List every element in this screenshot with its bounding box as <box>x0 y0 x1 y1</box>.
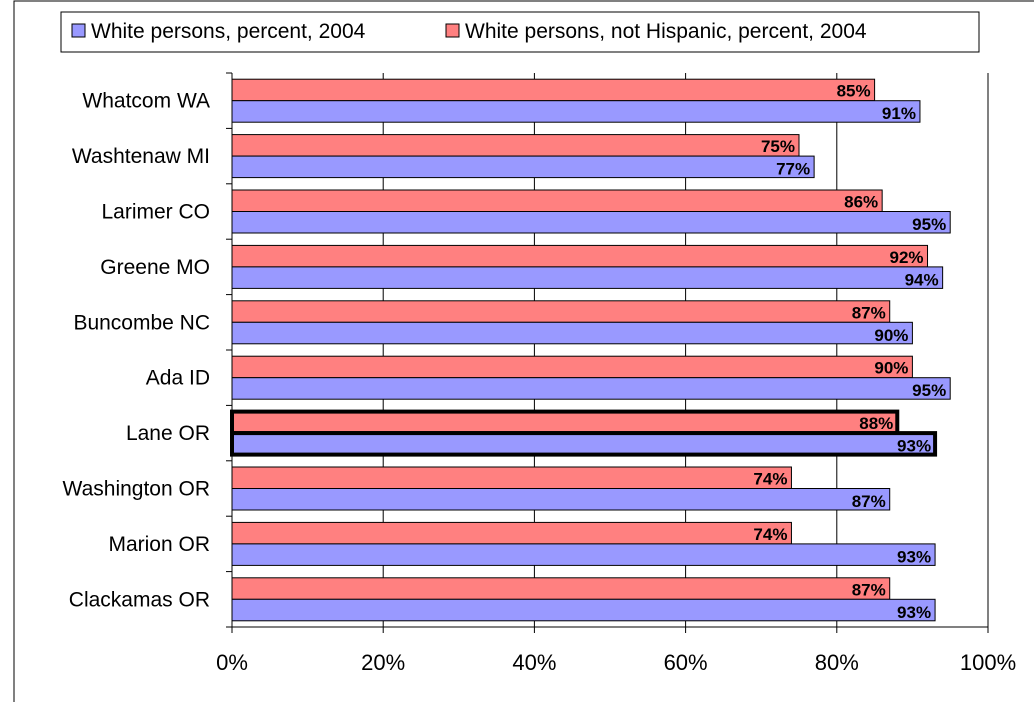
bar-not-hispanic <box>231 78 876 102</box>
category-label: Clackamas OR <box>69 588 210 611</box>
category-label: Larimer CO <box>101 201 210 224</box>
x-tick-label: 20% <box>361 650 405 675</box>
bar-white-persons <box>231 543 936 566</box>
category-label: Greene MO <box>100 256 210 279</box>
data-label-white-persons: 95% <box>912 381 946 400</box>
category-label: Washtenaw MI <box>72 145 210 168</box>
bar-white-persons <box>231 488 891 511</box>
data-label-white-persons: 77% <box>776 160 810 179</box>
bar-white-persons <box>231 377 951 400</box>
x-tick-label: 0% <box>216 650 248 675</box>
data-label-white-persons: 87% <box>852 492 886 511</box>
x-tick-label: 40% <box>512 650 556 675</box>
bar-not-hispanic <box>230 409 900 436</box>
bar-white-persons <box>231 321 913 345</box>
bar-white-persons <box>231 211 951 234</box>
legend-swatch-not-hispanic <box>445 23 460 38</box>
x-tick-label: 60% <box>664 650 708 675</box>
data-label-not-hispanic: 86% <box>844 193 878 212</box>
x-tick-label: 80% <box>815 650 859 675</box>
data-label-not-hispanic: 90% <box>874 359 908 378</box>
bar-white-persons <box>231 266 944 289</box>
bar-white-persons <box>231 155 815 179</box>
data-label-white-persons: 93% <box>897 603 931 622</box>
bar-not-hispanic <box>231 300 891 323</box>
bar-not-hispanic <box>231 577 891 600</box>
data-labels: 85%91%75%77%86%95%92%94%87%90%90%95%88%9… <box>753 82 946 622</box>
axes: 0% 20% 40% 60% 80% 100% Whatcom WA Washtenaw MI… <box>63 72 1016 675</box>
category-label: Washington OR <box>63 478 210 501</box>
data-label-not-hispanic: 87% <box>852 580 886 599</box>
x-tick-label: 100% <box>960 650 1016 675</box>
bar-not-hispanic <box>231 521 792 545</box>
data-label-not-hispanic: 85% <box>837 82 871 101</box>
bar-not-hispanic <box>231 466 792 489</box>
legend-swatch-white-persons <box>71 23 86 38</box>
bar-white-persons <box>230 431 938 457</box>
bar-not-hispanic <box>231 355 913 379</box>
legend-box <box>60 11 980 53</box>
category-label: Whatcom WA <box>82 90 210 113</box>
bar-not-hispanic <box>231 189 883 212</box>
data-label-not-hispanic: 74% <box>753 525 787 544</box>
data-label-white-persons: 90% <box>874 326 908 345</box>
bar-not-hispanic <box>231 134 800 157</box>
data-label-white-persons: 93% <box>897 547 931 566</box>
data-label-not-hispanic: 74% <box>753 470 787 489</box>
data-label-white-persons: 95% <box>912 215 946 234</box>
category-label: Marion OR <box>108 533 210 556</box>
bar-white-persons <box>231 100 921 123</box>
legend: White persons, percent, 2004 White person… <box>60 11 980 53</box>
bar-not-hispanic <box>231 244 929 268</box>
category-label: Lane OR <box>126 422 210 445</box>
data-label-not-hispanic: 92% <box>889 248 923 267</box>
legend-label-white-persons: White persons, percent, 2004 <box>91 20 366 43</box>
data-label-white-persons: 93% <box>897 437 931 456</box>
data-label-white-persons: 94% <box>905 270 939 289</box>
category-label: Buncombe NC <box>73 311 210 334</box>
data-label-not-hispanic: 75% <box>761 137 795 156</box>
data-label-white-persons: 91% <box>882 104 916 123</box>
bar-white-persons <box>231 598 936 622</box>
category-label: Ada ID <box>146 367 210 390</box>
bars <box>230 78 951 622</box>
data-label-not-hispanic: 88% <box>859 414 893 433</box>
legend-label-not-hispanic: White persons, not Hispanic, percent, 20… <box>465 20 867 43</box>
data-label-not-hispanic: 87% <box>852 303 886 322</box>
